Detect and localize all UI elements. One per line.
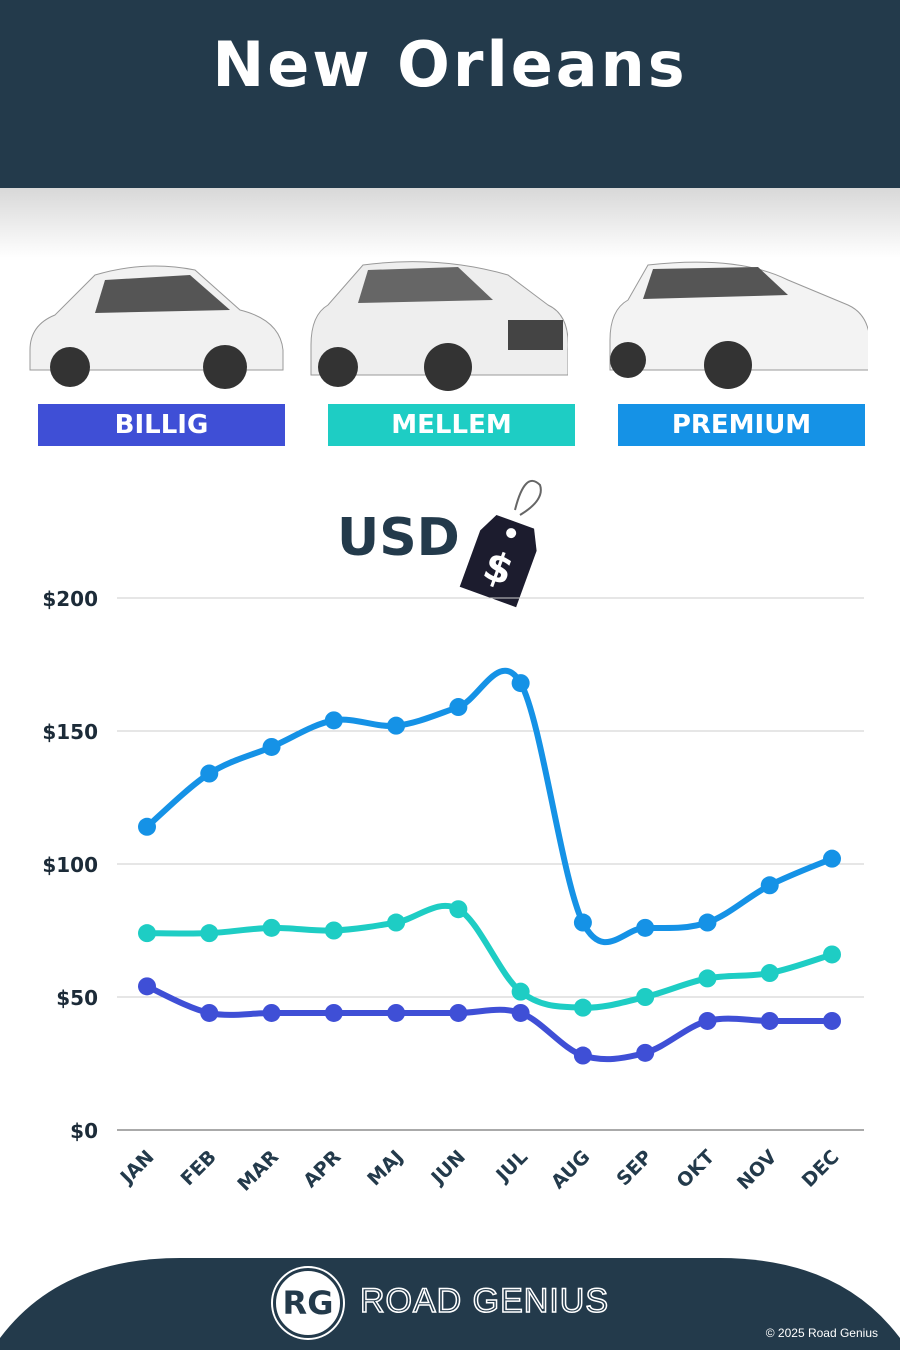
price-tag-icon: $ <box>459 479 542 608</box>
data-point-mellem <box>200 924 219 943</box>
data-point-mellem <box>573 998 592 1017</box>
x-tick-label: MAJ <box>363 1146 407 1190</box>
x-tick-label: OKT <box>672 1146 719 1193</box>
data-point-billig <box>698 1011 717 1030</box>
y-tick-label: $200 <box>42 587 98 611</box>
legend-mellem: MELLEM <box>328 404 575 446</box>
data-point-mellem <box>449 900 468 919</box>
data-point-billig <box>138 977 156 996</box>
data-point-billig <box>823 1011 841 1030</box>
series-line-mellem <box>146 902 833 1011</box>
data-point-billig <box>511 1003 530 1022</box>
header-shadow <box>0 188 900 258</box>
data-point-mellem <box>698 969 717 988</box>
data-point-premium <box>823 849 841 868</box>
data-point-billig <box>262 1003 281 1022</box>
data-point-premium <box>449 698 468 717</box>
y-tick-label: $50 <box>56 986 98 1010</box>
header: New Orleans <box>0 0 900 188</box>
x-tick-label: JUN <box>426 1146 470 1190</box>
x-tick-label: JAN <box>115 1146 159 1190</box>
series-line-premium <box>145 667 834 946</box>
data-point-mellem <box>138 924 156 943</box>
x-tick-label: FEB <box>177 1146 221 1190</box>
data-point-premium <box>138 817 156 836</box>
x-tick-label: MAR <box>233 1146 283 1196</box>
brand-name: ROAD GENIUS <box>359 1281 610 1321</box>
data-point-premium <box>387 716 406 735</box>
data-point-premium <box>636 918 655 937</box>
data-point-billig <box>387 1003 406 1022</box>
page-title: New Orleans <box>212 28 688 101</box>
x-tick-label: JUL <box>491 1146 532 1187</box>
data-point-mellem <box>511 982 530 1001</box>
currency-label: USD <box>337 508 460 568</box>
data-point-mellem <box>262 918 281 937</box>
data-point-mellem <box>636 988 655 1006</box>
data-point-premium <box>200 764 219 783</box>
data-point-billig <box>636 1043 655 1062</box>
data-point-mellem <box>387 913 406 932</box>
economy-car-image <box>29 265 284 389</box>
footer <box>0 1258 900 1350</box>
y-tick-label: $150 <box>42 720 98 744</box>
data-point-premium <box>573 913 592 932</box>
data-point-mellem <box>760 964 779 983</box>
y-tick-label: $0 <box>70 1119 98 1143</box>
data-point-premium <box>511 674 530 693</box>
data-point-billig <box>324 1003 343 1022</box>
price-line-chart: $0 $50 $100 $150 $200 JAN FEB MAR APR MAJ JUN JUL AU… <box>42 587 864 1196</box>
data-point-mellem <box>324 921 343 940</box>
x-tick-label: AUG <box>547 1146 594 1193</box>
copyright: © 2025 Road Genius <box>765 1326 878 1340</box>
data-point-billig <box>760 1011 779 1030</box>
x-tick-label: NOV <box>733 1146 781 1194</box>
premium-suv-image <box>609 261 868 389</box>
x-tick-label: SEP <box>612 1146 656 1190</box>
data-point-billig <box>200 1003 219 1022</box>
legend-billig: BILLIG <box>38 404 285 446</box>
data-point-premium <box>262 737 281 756</box>
legend-premium: PREMIUM <box>618 404 865 446</box>
road-genius-logo: RG <box>273 1268 343 1338</box>
data-point-premium <box>698 913 717 932</box>
data-point-billig <box>573 1046 592 1065</box>
data-point-premium <box>324 711 343 730</box>
x-tick-label: DEC <box>798 1146 844 1192</box>
data-point-billig <box>449 1003 468 1022</box>
data-point-premium <box>760 876 779 895</box>
midsize-suv-image <box>310 261 568 391</box>
data-point-mellem <box>823 945 841 964</box>
y-tick-label: $100 <box>42 853 98 877</box>
x-tick-label: APR <box>299 1146 345 1192</box>
